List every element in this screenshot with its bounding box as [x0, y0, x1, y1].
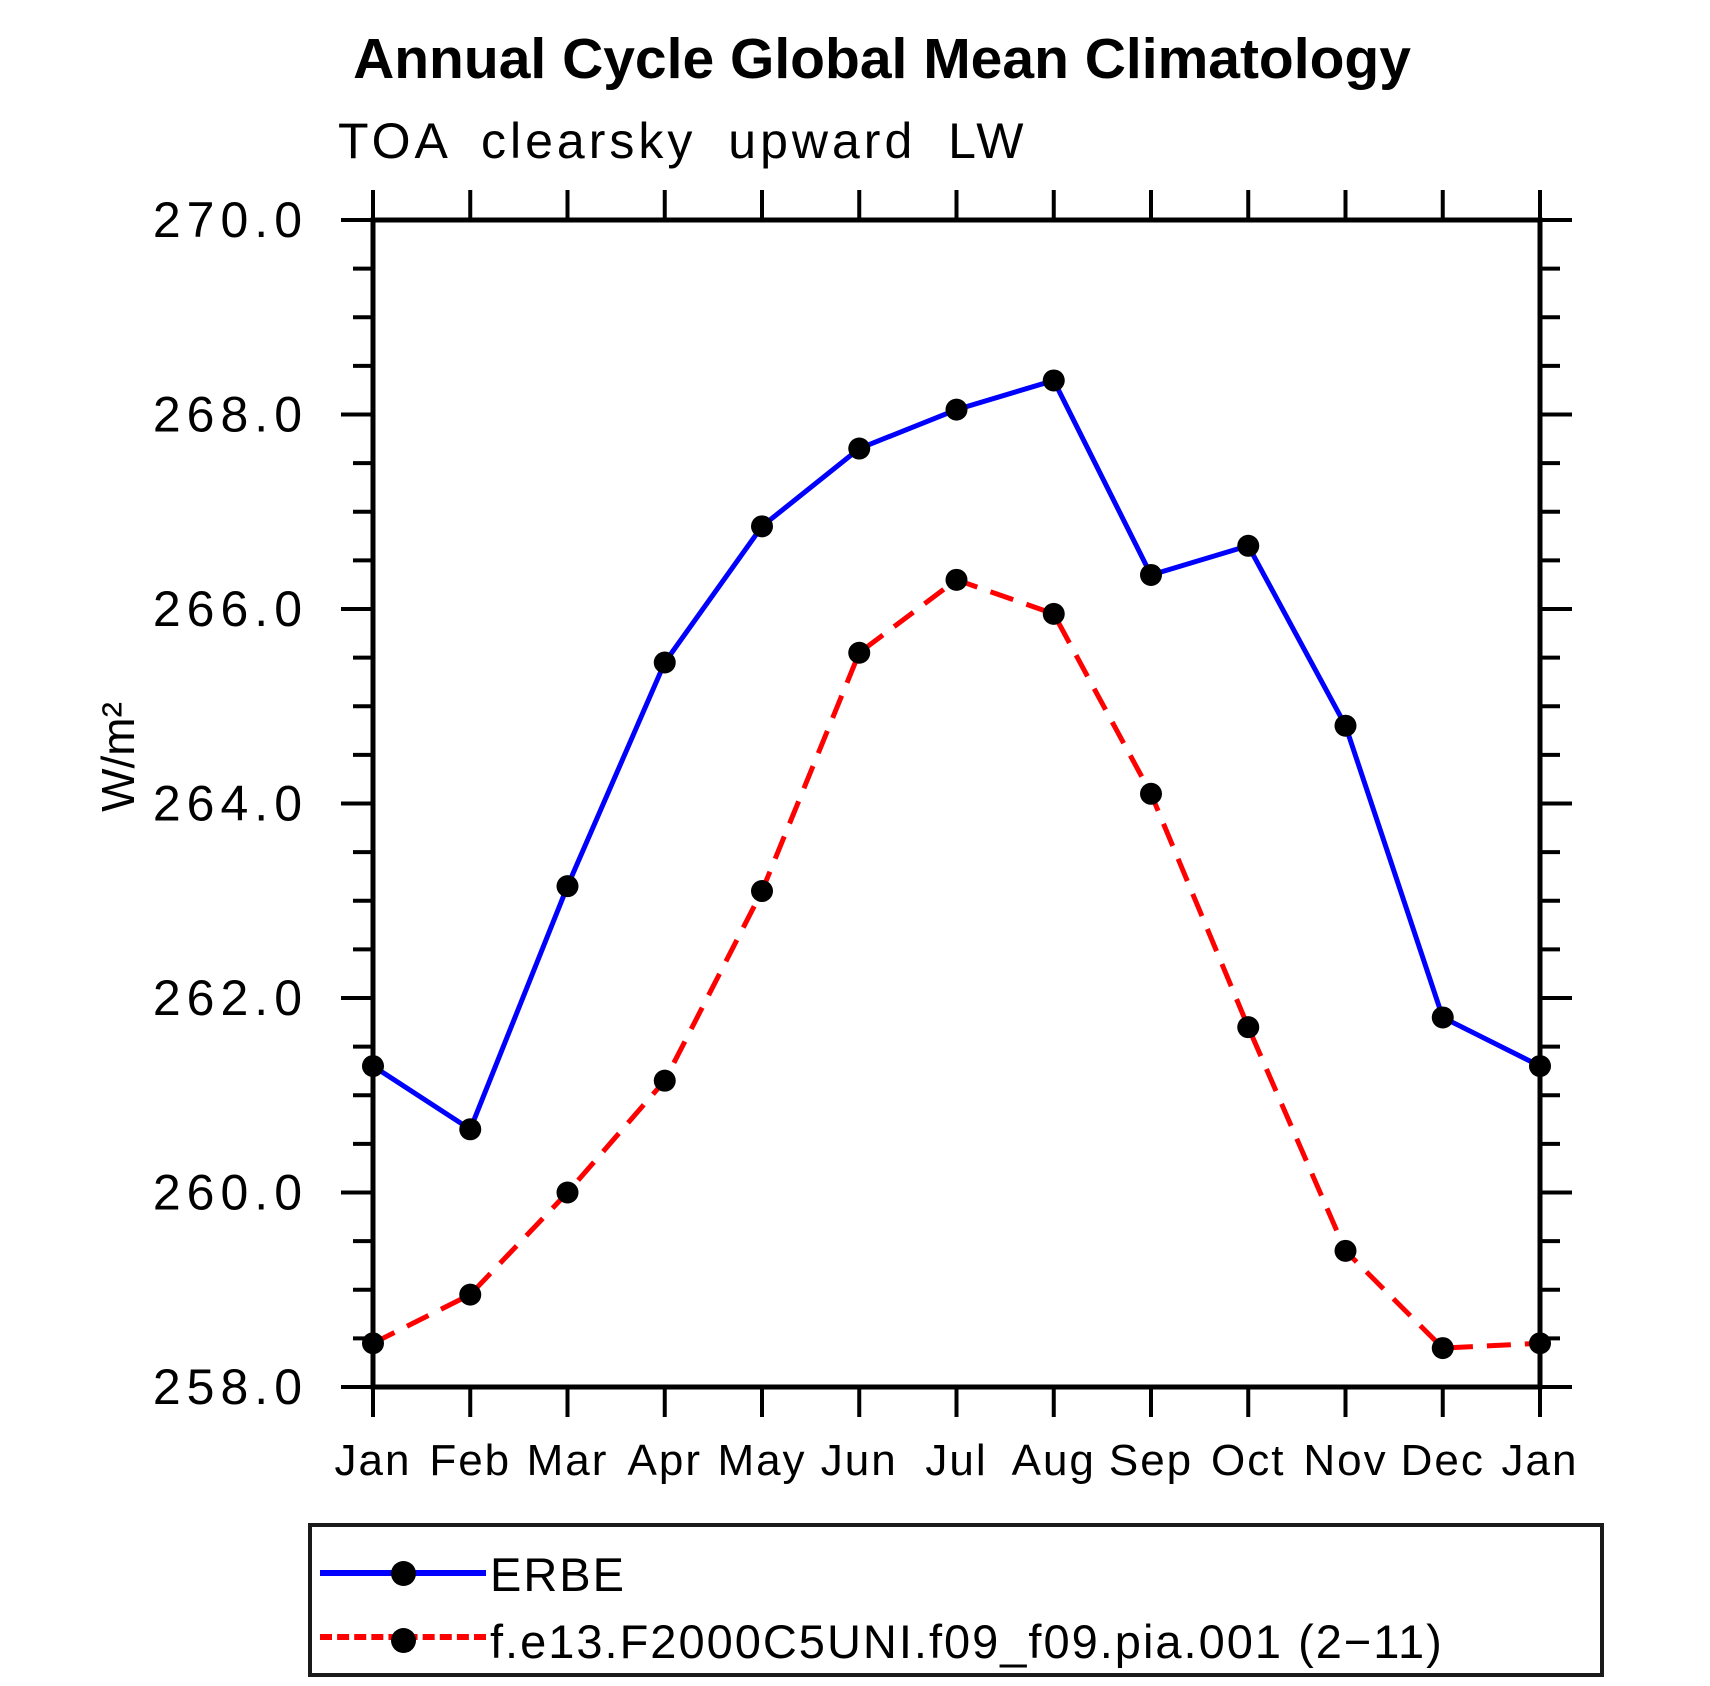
- x-tick-label: Jan: [335, 1436, 412, 1485]
- y-tick-label: 264.0: [153, 776, 308, 832]
- x-tick-label: Aug: [1012, 1436, 1096, 1485]
- plot-frame: [370, 217, 1543, 1390]
- series-line-erbe: [371, 377, 1542, 1132]
- data-point-model-apr-3: [653, 1069, 676, 1092]
- data-point-model-nov-10: [1334, 1239, 1357, 1262]
- x-tick-label: Dec: [1401, 1436, 1485, 1485]
- data-point-model-jun-5: [848, 641, 871, 664]
- data-point-model-may-4: [751, 880, 773, 903]
- data-point-erbe-jan-0: [362, 1055, 384, 1078]
- x-tick-label: Feb: [429, 1436, 511, 1485]
- y-tick-label: 268.0: [153, 387, 308, 443]
- x-tick-label: Apr: [628, 1436, 702, 1485]
- x-tick-label: Nov: [1303, 1436, 1387, 1485]
- series-line-model: [371, 577, 1541, 1351]
- data-point-erbe-may-4: [751, 515, 773, 538]
- data-point-erbe-aug-7: [1042, 369, 1065, 392]
- data-point-erbe-jul-6: [945, 398, 968, 421]
- x-tick-label: Oct: [1211, 1436, 1285, 1485]
- chart-subtitle: TOA clearsky upward LW: [338, 113, 1028, 169]
- chart-title: Annual Cycle Global Mean Climatology: [353, 27, 1411, 91]
- y-tick-label: 270.0: [153, 192, 308, 248]
- x-tick-label: Mar: [527, 1436, 609, 1485]
- data-point-erbe-apr-3: [653, 651, 676, 674]
- data-point-model-aug-7: [1042, 602, 1065, 625]
- x-tick-label: Jun: [821, 1436, 898, 1485]
- y-tick-label: 266.0: [153, 581, 308, 637]
- data-point-model-jan-0: [362, 1332, 384, 1355]
- data-point-model-jan-12: [1529, 1332, 1551, 1355]
- legend-marker-dot: [391, 1628, 416, 1653]
- x-tick-label: Sep: [1109, 1436, 1193, 1485]
- data-point-model-sep-8: [1140, 782, 1162, 805]
- y-tick-label: 260.0: [153, 1165, 308, 1221]
- data-point-model-dec-11: [1431, 1337, 1454, 1360]
- data-point-erbe-oct-9: [1237, 534, 1260, 557]
- legend-label-erbe: ERBE: [490, 1548, 626, 1601]
- legend-label-model: f.e13.F2000C5UNI.f09_f09.pia.001 (2−11): [490, 1615, 1444, 1668]
- data-point-model-feb-1: [459, 1283, 482, 1306]
- data-point-erbe-sep-8: [1140, 563, 1162, 586]
- data-point-erbe-feb-1: [459, 1118, 482, 1141]
- data-point-model-mar-2: [556, 1181, 579, 1204]
- x-tick-label: Jan: [1502, 1436, 1579, 1485]
- data-point-model-oct-9: [1237, 1016, 1260, 1039]
- y-tick-label: 258.0: [153, 1359, 308, 1415]
- y-tick-label: 262.0: [153, 970, 308, 1026]
- data-point-erbe-dec-11: [1431, 1006, 1454, 1029]
- legend-box: ERBE f.e13.F2000C5UNI.f09_f09.pia.001 (2…: [308, 1523, 1604, 1677]
- data-point-erbe-jan-12: [1529, 1055, 1551, 1078]
- data-point-model-jul-6: [945, 568, 968, 591]
- data-point-erbe-mar-2: [556, 875, 579, 898]
- data-point-erbe-nov-10: [1334, 714, 1357, 737]
- data-point-erbe-jun-5: [848, 437, 871, 460]
- x-tick-label: May: [717, 1436, 806, 1485]
- legend-marker-dot: [391, 1561, 416, 1586]
- x-tick-label: Jul: [925, 1436, 987, 1485]
